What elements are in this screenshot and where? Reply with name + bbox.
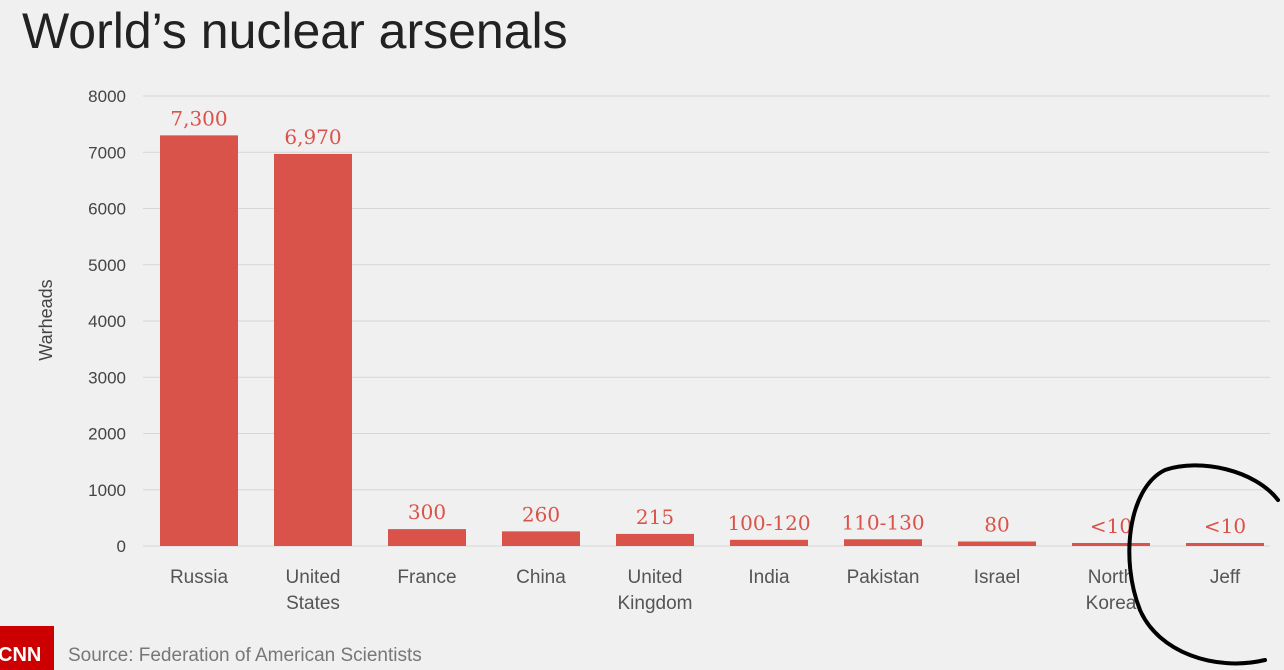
data-label: 300: [408, 500, 446, 524]
y-tick-label: 2000: [88, 425, 126, 444]
cnn-logo-text: CNN: [0, 644, 41, 666]
data-label: 80: [984, 513, 1009, 537]
y-axis-label: Warheads: [36, 279, 56, 360]
data-labels: 7,300 6,970 300 260 215 100-120 110-130 80 <10 <1…: [170, 106, 1246, 538]
data-label: 7,300: [170, 106, 227, 130]
bar: [958, 541, 1036, 546]
y-tick-label: 6000: [88, 200, 126, 219]
y-tick-label: 8000: [88, 87, 126, 106]
y-axis-ticks: 0 1000 2000 3000 4000 5000 6000 7000 8000: [88, 87, 126, 556]
x-tick-label: United States: [286, 567, 341, 614]
y-tick-label: 5000: [88, 256, 126, 275]
y-tick-label: 7000: [88, 143, 126, 162]
x-tick-label: United Kingdom: [618, 567, 693, 614]
data-label: 110-130: [841, 510, 924, 534]
data-label: 215: [636, 505, 674, 529]
bar: [274, 153, 352, 546]
x-tick-label: Israel: [974, 567, 1020, 588]
bar: [1186, 543, 1264, 546]
x-axis-ticks: Russia United States France China United Kingd…: [170, 567, 1241, 614]
cnn-logo: CNN: [0, 626, 54, 670]
data-label: 260: [522, 502, 560, 526]
x-tick-label: China: [516, 567, 566, 588]
data-label: <10: [1090, 514, 1132, 538]
y-tick-label: 1000: [88, 481, 126, 500]
bar: [844, 539, 922, 546]
y-tick-label: 3000: [88, 368, 126, 387]
data-label: 100-120: [727, 511, 810, 535]
x-tick-label: France: [397, 567, 456, 588]
x-tick-label: Pakistan: [847, 567, 920, 588]
source-note: Source: Federation of American Scientist…: [68, 645, 422, 666]
y-tick-label: 0: [117, 537, 126, 556]
bar: [388, 529, 466, 546]
bar: [1072, 543, 1150, 546]
x-tick-label: India: [748, 567, 790, 588]
x-tick-label: North Korea: [1086, 567, 1137, 614]
chart-title: World’s nuclear arsenals: [22, 3, 568, 59]
jeff-annotation-circle: [1127, 463, 1280, 666]
y-tick-label: 4000: [88, 312, 126, 331]
x-tick-label: Russia: [170, 567, 229, 588]
bar: [160, 135, 238, 546]
x-tick-label: Jeff: [1210, 567, 1241, 588]
bar: [616, 533, 694, 546]
bars: [160, 135, 1264, 546]
bar: [730, 539, 808, 546]
data-label: 6,970: [284, 125, 341, 149]
bar: [502, 531, 580, 546]
data-label: <10: [1204, 514, 1246, 538]
